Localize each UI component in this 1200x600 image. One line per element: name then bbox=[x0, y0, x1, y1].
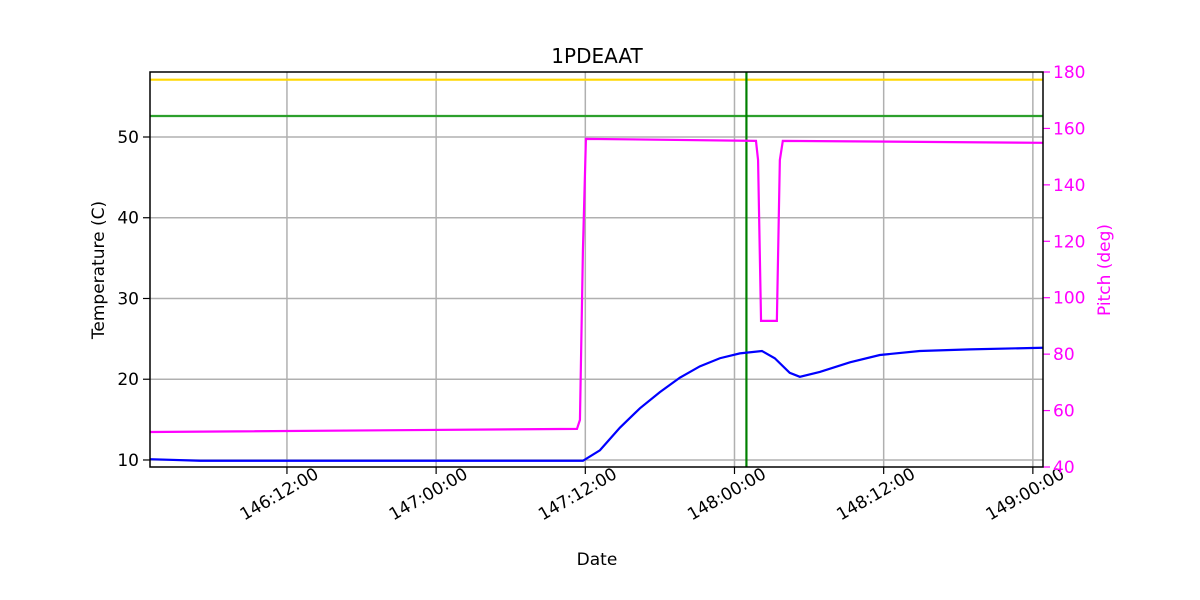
x-axis-label: Date bbox=[577, 550, 618, 570]
y2-axis-label: Pitch (deg) bbox=[1095, 224, 1115, 316]
y-tick-label: 20 bbox=[117, 370, 139, 390]
y-tick-label: 30 bbox=[117, 289, 139, 309]
y2-tick-label: 120 bbox=[1053, 232, 1085, 252]
chart-title: 1PDEAAT bbox=[551, 44, 643, 68]
plot-frame bbox=[149, 71, 1044, 468]
y-axis-label: Temperature (C) bbox=[89, 201, 109, 340]
data-line bbox=[149, 137, 1044, 434]
y2-tick-label: 60 bbox=[1053, 402, 1075, 422]
y-tick-label: 10 bbox=[117, 451, 139, 471]
data-line bbox=[149, 346, 1044, 462]
y2-tick-label: 160 bbox=[1053, 119, 1085, 139]
y2-tick-label: 40 bbox=[1053, 458, 1075, 478]
y2-tick-label: 140 bbox=[1053, 176, 1085, 196]
y-tick-label: 40 bbox=[117, 209, 139, 229]
y2-tick-label: 80 bbox=[1053, 345, 1075, 365]
y2-tick-label: 100 bbox=[1053, 289, 1085, 309]
y-tick-label: 50 bbox=[117, 128, 139, 148]
y2-tick-label: 180 bbox=[1053, 63, 1085, 83]
